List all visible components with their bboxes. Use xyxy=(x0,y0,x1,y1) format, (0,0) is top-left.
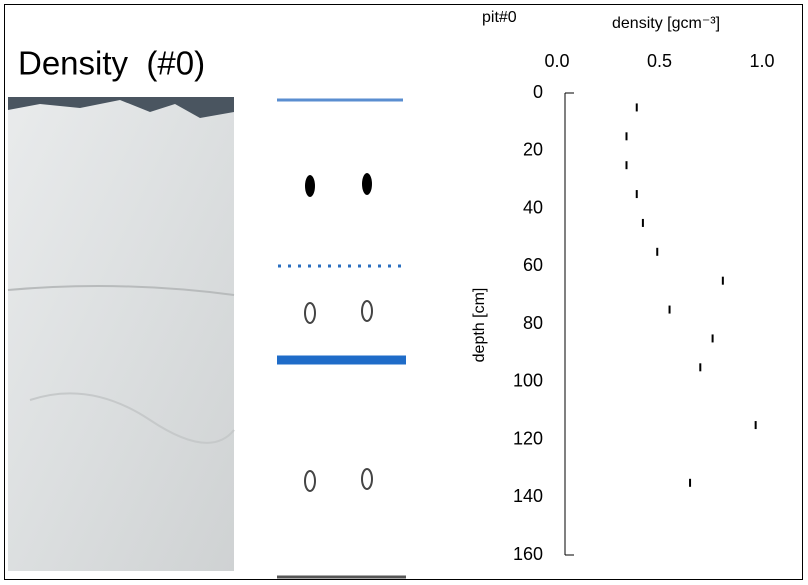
frame xyxy=(4,4,803,580)
x-tick-label: 1.0 xyxy=(749,51,774,71)
x-axis-label: density [gcm⁻³] xyxy=(612,15,720,32)
data-point xyxy=(721,276,724,285)
data-point xyxy=(689,478,692,487)
y-tick-label: 100 xyxy=(513,371,543,391)
data-point xyxy=(635,190,638,199)
y-tick-label: 60 xyxy=(523,255,543,275)
data-point xyxy=(711,334,714,343)
x-tick-label: 0.0 xyxy=(544,51,569,71)
data-point xyxy=(641,218,644,227)
y-tick-label: 0 xyxy=(533,82,543,102)
snow-photo xyxy=(7,97,235,571)
y-tick-label: 80 xyxy=(523,313,543,333)
y-tick-label: 120 xyxy=(513,428,543,448)
y-tick-label: 20 xyxy=(523,140,543,160)
y-axis-label: depth [cm] xyxy=(471,288,488,363)
layer-schematic xyxy=(277,98,406,579)
data-point xyxy=(635,103,638,112)
chart-title: pit#0 xyxy=(482,9,517,26)
data-point xyxy=(699,363,702,372)
data-point xyxy=(625,132,628,141)
data-point xyxy=(754,421,757,430)
y-tick-label: 160 xyxy=(513,544,543,564)
y-tick-label: 40 xyxy=(523,197,543,217)
slide-title: Density (#0) xyxy=(18,45,205,82)
x-tick-label: 0.5 xyxy=(647,51,672,71)
data-point xyxy=(656,247,659,256)
y-tick-label: 140 xyxy=(513,486,543,506)
data-point xyxy=(668,305,671,314)
data-point xyxy=(625,161,628,170)
